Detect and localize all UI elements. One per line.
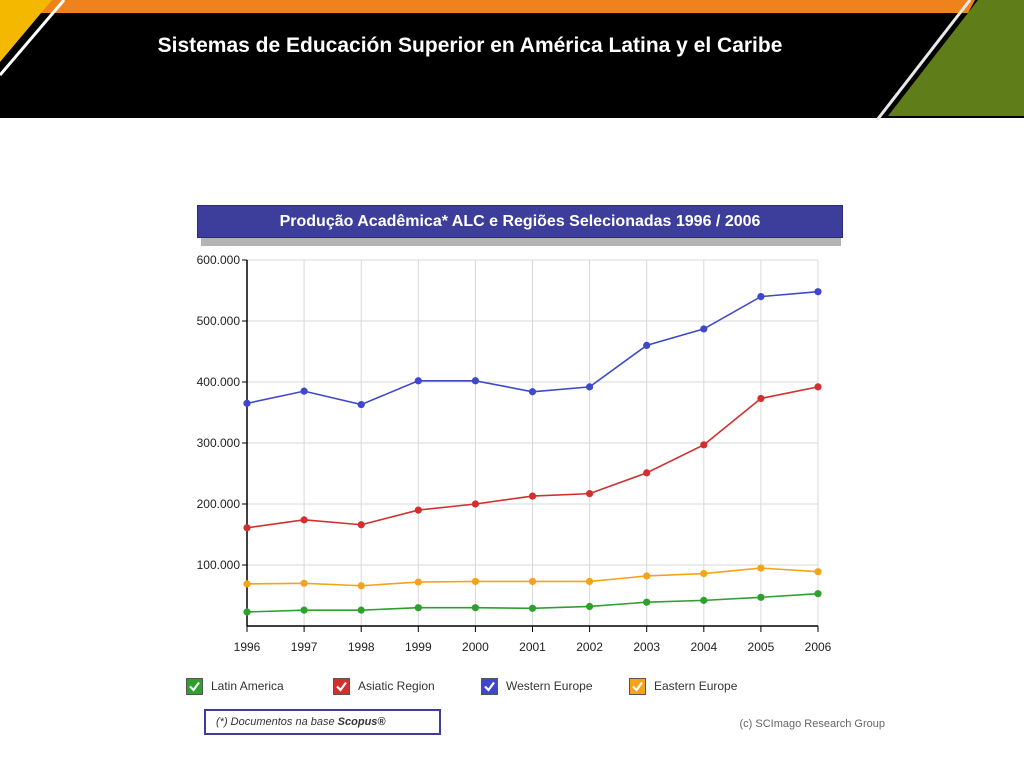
data-point-eastern-europe: [300, 579, 308, 587]
x-tick-label: 1999: [405, 640, 432, 654]
header-left-white-line: [0, 0, 66, 76]
data-point-asiatic-region: [586, 490, 594, 498]
data-point-asiatic-region: [243, 524, 251, 532]
y-tick-label: 600.000: [197, 253, 241, 267]
header-band: [0, 0, 1024, 125]
data-point-latin-america: [243, 608, 251, 616]
data-point-eastern-europe: [528, 577, 537, 586]
x-tick-label: 2006: [805, 640, 832, 654]
footnote-text: (*) Documentos na base Scopus®: [216, 716, 386, 728]
data-point-asiatic-region: [300, 516, 308, 524]
data-point-asiatic-region: [814, 383, 822, 391]
legend-item-western-europe[interactable]: Western Europe: [481, 676, 593, 696]
data-point-latin-america: [414, 604, 422, 612]
footnote-source: Scopus®: [337, 716, 386, 728]
legend-label: Western Europe: [506, 679, 593, 693]
x-tick-label: 2003: [633, 640, 660, 654]
y-tick-label: 500.000: [197, 314, 241, 328]
checkbox-icon[interactable]: [186, 677, 203, 695]
data-point-western-europe: [471, 377, 479, 385]
data-point-asiatic-region: [643, 469, 651, 477]
grid-layer: [247, 259, 819, 626]
data-point-latin-america: [528, 604, 537, 612]
data-point-latin-america: [357, 606, 365, 614]
checkbox-icon[interactable]: [629, 677, 646, 695]
data-point-latin-america: [814, 590, 822, 598]
data-point-eastern-europe: [243, 580, 251, 588]
y-tick-label: 200.000: [197, 497, 241, 511]
data-point-latin-america: [757, 593, 765, 601]
data-point-asiatic-region: [700, 441, 708, 449]
y-tick-label: 300.000: [197, 436, 241, 450]
data-point-western-europe: [700, 325, 708, 333]
data-point-asiatic-region: [757, 394, 765, 403]
chart-panel: Produção Acadêmica* ALC e Regiões Seleci…: [178, 203, 887, 739]
x-tick-label: 1996: [234, 640, 261, 654]
data-point-western-europe: [643, 341, 651, 349]
x-tick-label: 2001: [519, 640, 546, 654]
data-point-latin-america: [586, 602, 594, 611]
slide-title: Sistemas de Educación Superior en Améric…: [157, 34, 783, 57]
data-point-latin-america: [300, 606, 308, 614]
footnote-box: (*) Documentos na base Scopus®: [204, 709, 441, 735]
data-point-eastern-europe: [814, 568, 822, 576]
legend-label: Eastern Europe: [654, 679, 738, 693]
y-tick-label: 400.000: [197, 375, 241, 389]
checkbox-icon[interactable]: [333, 677, 350, 695]
header-right-white-line: [872, 0, 972, 125]
header-yellow-corner: [0, 0, 52, 62]
header-black-band: [0, 0, 1024, 118]
chart-banner: Produção Acadêmica* ALC e Regiões Seleci…: [197, 205, 843, 238]
x-tick-label: 1997: [291, 640, 318, 654]
data-point-western-europe: [814, 288, 822, 296]
x-tick-label: 2000: [462, 640, 489, 654]
data-point-eastern-europe: [700, 569, 708, 578]
x-tick-label: 1998: [348, 640, 375, 654]
legend-label: Asiatic Region: [358, 679, 435, 693]
x-tick-label: 2004: [690, 640, 717, 654]
data-point-western-europe: [414, 377, 422, 385]
legend-item-latin-america[interactable]: Latin America: [186, 676, 284, 696]
checkbox-icon[interactable]: [481, 677, 498, 695]
data-point-eastern-europe: [471, 577, 479, 586]
data-point-asiatic-region: [471, 500, 479, 508]
x-tick-label: 2002: [576, 640, 603, 654]
data-point-western-europe: [300, 387, 308, 395]
legend-label: Latin America: [211, 679, 284, 693]
data-point-western-europe: [243, 399, 251, 407]
credit-text: (c) SCImago Research Group: [739, 718, 886, 730]
x-tick-label: 2005: [748, 640, 775, 654]
data-point-eastern-europe: [643, 572, 651, 580]
data-point-latin-america: [700, 596, 708, 604]
series-layer: [243, 288, 822, 616]
header-orange-stripe: [40, 0, 975, 13]
data-point-asiatic-region: [528, 492, 537, 500]
data-point-latin-america: [643, 598, 651, 606]
data-point-western-europe: [757, 293, 765, 301]
header-green-corner: [888, 0, 1024, 116]
y-tick-label: 100.000: [197, 558, 241, 572]
data-point-asiatic-region: [414, 506, 422, 514]
data-point-eastern-europe: [757, 564, 765, 572]
axis-layer: 100.000 200.000 300.000 400.000 500.000 600.0…: [197, 253, 832, 654]
data-point-eastern-europe: [414, 578, 422, 586]
data-point-western-europe: [528, 388, 537, 396]
legend-item-eastern-europe[interactable]: Eastern Europe: [629, 676, 737, 696]
legend-item-asiatic-region[interactable]: Asiatic Region: [333, 676, 435, 696]
chart-title: Produção Acadêmica* ALC e Regiões Seleci…: [279, 213, 761, 230]
footnote-prefix: (*) Documentos na base: [216, 716, 338, 728]
data-point-asiatic-region: [357, 521, 365, 529]
data-point-latin-america: [471, 604, 479, 612]
data-point-eastern-europe: [586, 577, 594, 586]
slide-header: Sistemas de Educación Superior en Améric…: [0, 0, 1024, 125]
data-point-western-europe: [357, 400, 365, 409]
line-chart: 100.000 200.000 300.000 400.000 500.000 600.0…: [197, 253, 832, 654]
data-point-eastern-europe: [357, 582, 365, 590]
data-point-western-europe: [586, 383, 594, 391]
